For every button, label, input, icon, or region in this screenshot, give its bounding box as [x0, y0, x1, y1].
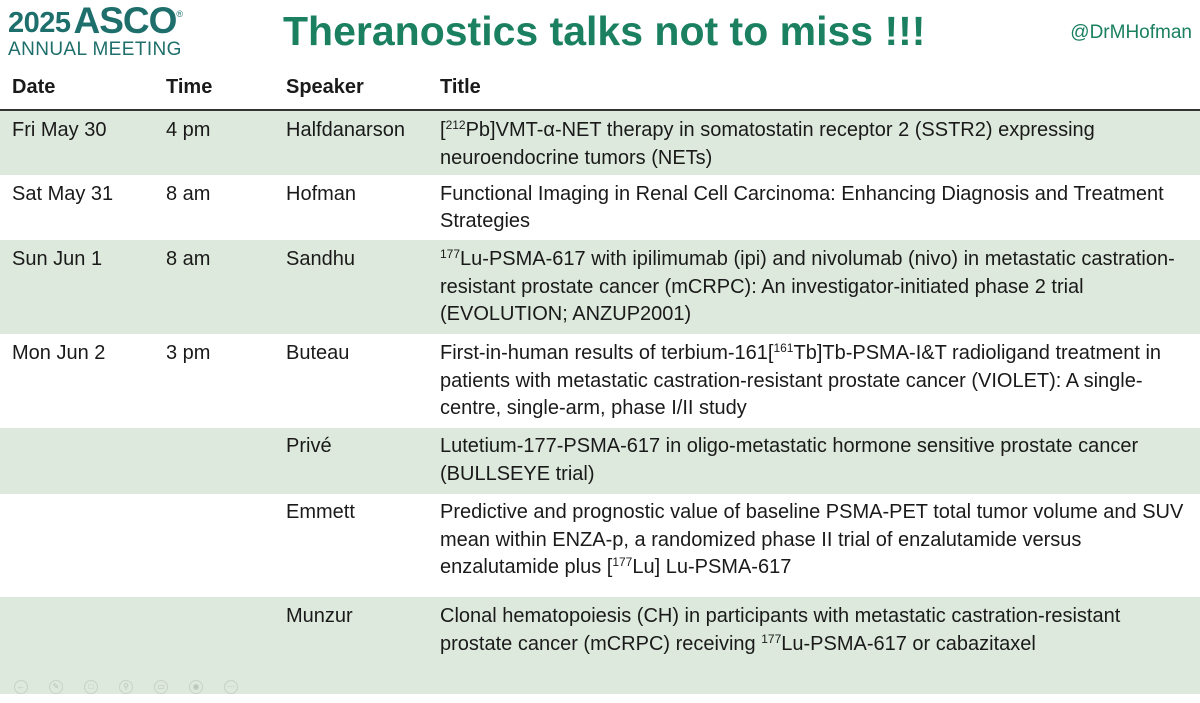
table-row: Privé Lutetium-177-PSMA-617 in oligo-met…: [0, 428, 1200, 494]
table-row: Sat May 31 8 am Hofman Functional Imagin…: [0, 175, 1200, 240]
talk-time: 8 am: [154, 175, 274, 240]
talk-title: [212Pb]VMT-α-NET therapy in somatostatin…: [438, 110, 1200, 176]
logo-subtitle: ANNUAL MEETING: [8, 39, 182, 60]
talk-time: 3 pm: [154, 334, 274, 428]
zoom-icon[interactable]: ⚲: [119, 680, 133, 694]
more-icon[interactable]: ⋯: [224, 680, 238, 694]
talk-date: [0, 597, 154, 694]
talk-title: Functional Imaging in Renal Cell Carcino…: [438, 175, 1200, 240]
talk-date: Mon Jun 2: [0, 334, 154, 428]
talk-date: Sun Jun 1: [0, 240, 154, 334]
talk-title: 177Lu-PSMA-617 with ipilimumab (ipi) and…: [438, 240, 1200, 334]
table-row: Munzur Clonal hematopoiesis (CH) in part…: [0, 597, 1200, 694]
talk-time: 4 pm: [154, 110, 274, 176]
talk-time: 8 am: [154, 240, 274, 334]
talk-speaker: Privé: [274, 428, 438, 494]
table-row: Fri May 30 4 pm Halfdanarson [212Pb]VMT-…: [0, 110, 1200, 176]
talks-table: Date Time Speaker Title Fri May 30 4 pm …: [0, 66, 1200, 694]
back-icon[interactable]: ←: [14, 680, 28, 694]
pen-icon[interactable]: ✎: [49, 680, 63, 694]
talk-date: [0, 494, 154, 597]
talk-time: [154, 494, 274, 597]
talk-speaker: Sandhu: [274, 240, 438, 334]
logo-registered-mark: ®: [176, 9, 184, 19]
present-icon[interactable]: ▭: [154, 680, 168, 694]
table-header-row: Date Time Speaker Title: [0, 66, 1200, 111]
talk-date: Sat May 31: [0, 175, 154, 240]
copy-icon[interactable]: □: [84, 680, 98, 694]
talk-time: [154, 428, 274, 494]
talk-title: Predictive and prognostic value of basel…: [438, 494, 1200, 597]
slide-header: 2025 ASCO ® ANNUAL MEETING Theranostics …: [0, 0, 1200, 62]
talk-title: First-in-human results of terbium-161[16…: [438, 334, 1200, 428]
talk-date: Fri May 30: [0, 110, 154, 176]
column-header-speaker: Speaker: [274, 66, 438, 111]
talk-speaker: Buteau: [274, 334, 438, 428]
talk-speaker: Halfdanarson: [274, 110, 438, 176]
author-handle: @DrMHofman: [1070, 22, 1192, 43]
logo-name: ASCO: [73, 0, 178, 41]
table-row: Mon Jun 2 3 pm Buteau First-in-human res…: [0, 334, 1200, 428]
asco-logo: 2025 ASCO ® ANNUAL MEETING: [8, 0, 218, 60]
talk-speaker: Emmett: [274, 494, 438, 597]
table-row: Sun Jun 1 8 am Sandhu 177Lu-PSMA-617 wit…: [0, 240, 1200, 334]
logo-year: 2025: [8, 7, 71, 39]
talk-speaker: Hofman: [274, 175, 438, 240]
column-header-title: Title: [438, 66, 1200, 111]
talk-title: Lutetium-177-PSMA-617 in oligo-metastati…: [438, 428, 1200, 494]
view-icon[interactable]: ◉: [189, 680, 203, 694]
talk-title: Clonal hematopoiesis (CH) in participant…: [438, 597, 1200, 694]
column-header-date: Date: [0, 66, 154, 111]
slide-title: Theranostics talks not to miss !!!: [283, 8, 926, 54]
table-row: Emmett Predictive and prognostic value o…: [0, 494, 1200, 597]
talk-date: [0, 428, 154, 494]
column-header-time: Time: [154, 66, 274, 111]
talk-speaker: Munzur: [274, 597, 438, 694]
slide-toolbar: ← ✎ □ ⚲ ▭ ◉ ⋯: [14, 680, 238, 694]
talk-time: [154, 597, 274, 694]
